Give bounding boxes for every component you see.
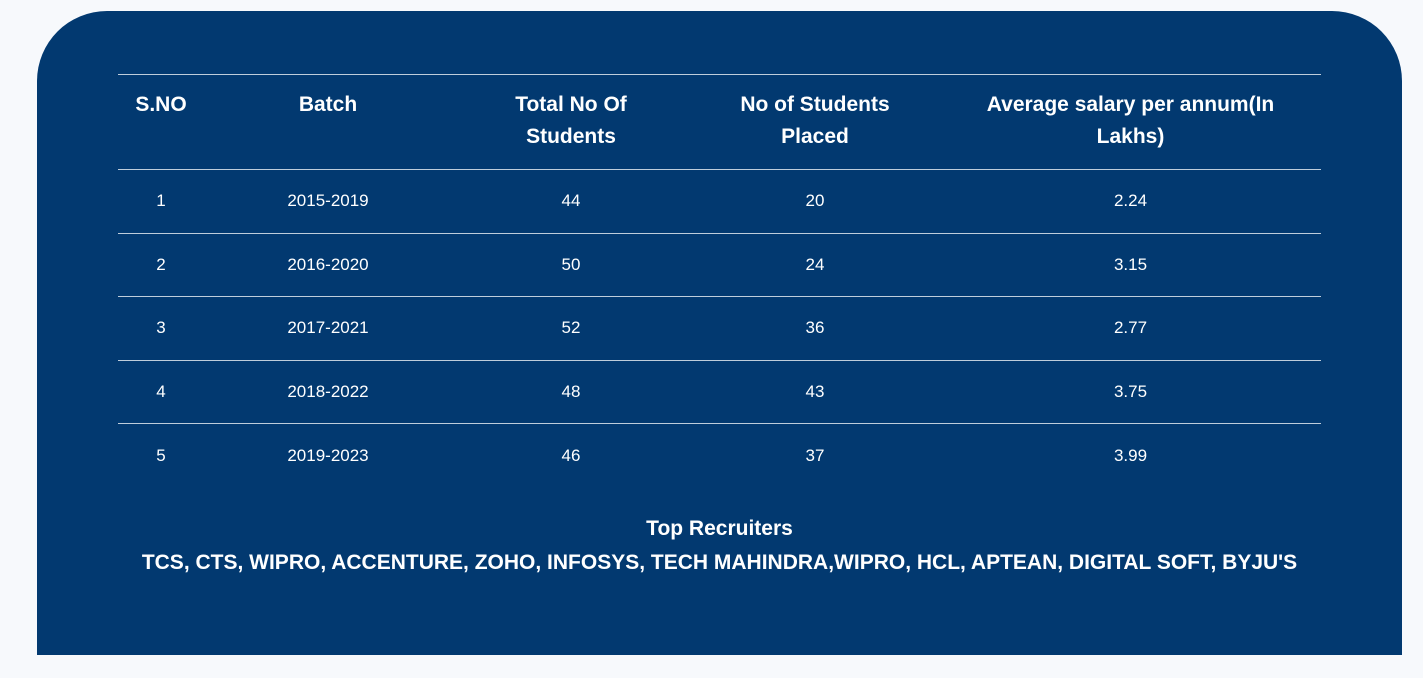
top-recruiters-title: Top Recruiters <box>646 517 793 540</box>
cell-sno: 4 <box>156 381 166 401</box>
cell-sno: 3 <box>156 318 166 338</box>
cell-sno: 2 <box>156 254 166 274</box>
table-row: 2 2016-2020 50 24 3.15 <box>118 233 1321 297</box>
placement-panel: S.NO Batch Total No Of Students No of St… <box>37 11 1402 655</box>
column-header-average-salary: Average salary per annum(In Lakhs) <box>986 93 1275 148</box>
table-row: 4 2018-2022 48 43 3.75 <box>118 360 1321 424</box>
cell-batch: 2017-2021 <box>287 318 369 338</box>
cell-total-students: 46 <box>561 445 581 465</box>
column-header-students-placed: No of Students Placed <box>740 93 890 148</box>
column-header-sno: S.NO <box>135 93 187 116</box>
cell-students-placed: 24 <box>805 254 825 274</box>
cell-average-salary: 2.77 <box>1113 318 1148 338</box>
header-row: S.NO Batch Total No Of Students No of St… <box>118 74 1321 170</box>
cell-average-salary: 3.99 <box>1113 445 1148 465</box>
cell-batch: 2015-2019 <box>287 191 369 211</box>
cell-batch: 2016-2020 <box>287 254 369 274</box>
cell-students-placed: 43 <box>805 381 825 401</box>
cell-batch: 2019-2023 <box>287 445 369 465</box>
placement-table: S.NO Batch Total No Of Students No of St… <box>118 74 1321 487</box>
table-row: 1 2015-2019 44 20 2.24 <box>118 170 1321 233</box>
cell-students-placed: 37 <box>805 445 825 465</box>
table-header: S.NO Batch Total No Of Students No of St… <box>118 74 1321 170</box>
cell-total-students: 44 <box>561 191 581 211</box>
column-header-batch: Batch <box>298 93 358 116</box>
cell-sno: 1 <box>156 191 166 211</box>
top-recruiters-section: Top Recruiters TCS, CTS, WIPRO, ACCENTUR… <box>37 513 1402 581</box>
column-header-total-students: Total No Of Students <box>515 93 627 148</box>
cell-students-placed: 20 <box>805 191 825 211</box>
table-body: 1 2015-2019 44 20 2.24 2 2016-2020 50 24… <box>118 170 1321 488</box>
cell-average-salary: 3.75 <box>1113 381 1148 401</box>
cell-average-salary: 3.15 <box>1113 254 1148 274</box>
cell-sno: 5 <box>156 445 166 465</box>
cell-total-students: 52 <box>561 318 581 338</box>
cell-students-placed: 36 <box>805 318 825 338</box>
cell-batch: 2018-2022 <box>287 381 369 401</box>
table-row: 5 2019-2023 46 37 3.99 <box>118 424 1321 488</box>
cell-total-students: 50 <box>561 254 581 274</box>
cell-average-salary: 2.24 <box>1113 191 1148 211</box>
cell-total-students: 48 <box>561 381 581 401</box>
top-recruiters-list: TCS, CTS, WIPRO, ACCENTURE, ZOHO, INFOSY… <box>141 551 1298 574</box>
table-row: 3 2017-2021 52 36 2.77 <box>118 297 1321 360</box>
